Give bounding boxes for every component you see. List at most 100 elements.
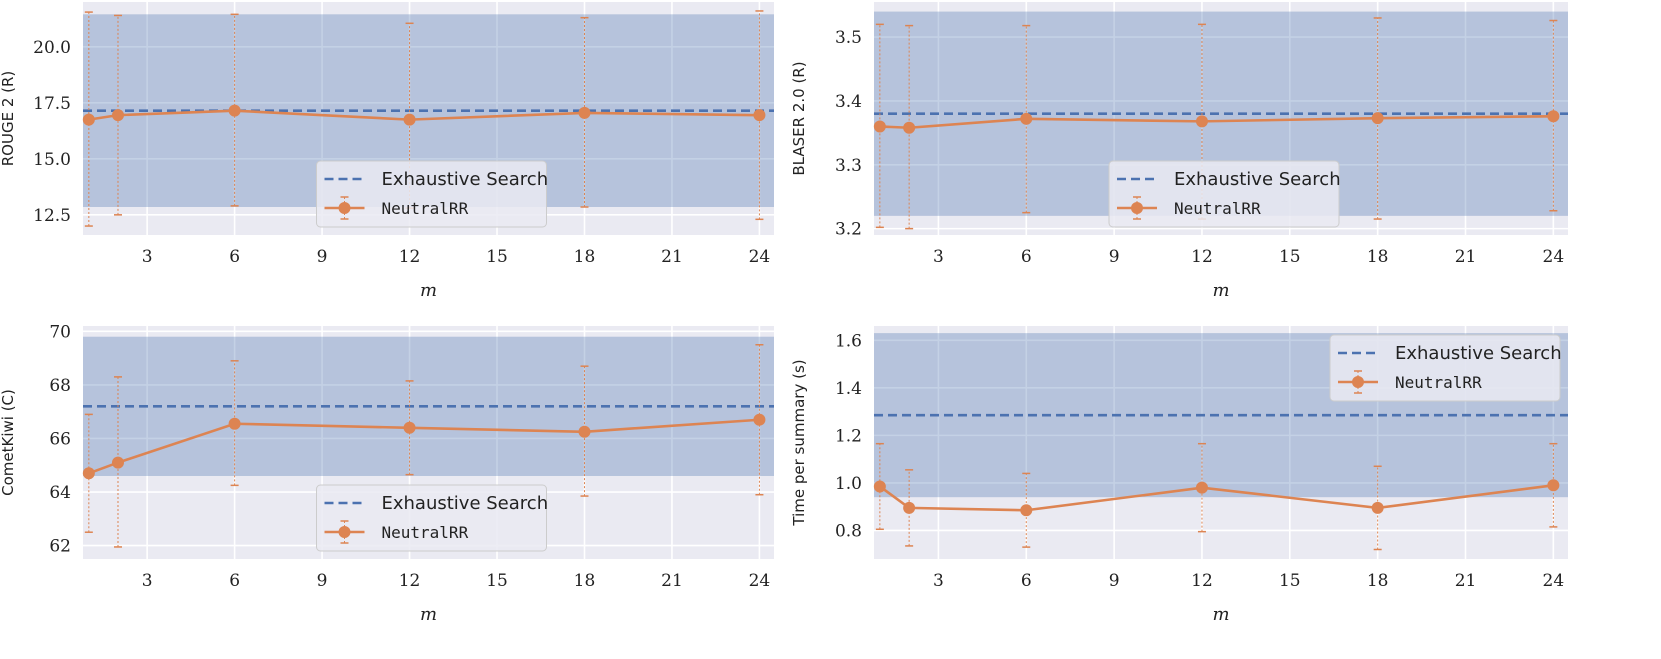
y-tick-label: 3.2 bbox=[835, 220, 862, 240]
neutralrr-point bbox=[873, 480, 886, 493]
panel-top-right: 3 6 9 12 15 18 21 24 3.2 3.3 3.4 3.5 m BLASER 2.0 (R)… bbox=[790, 2, 1568, 301]
legend-neutralrr-marker bbox=[1131, 202, 1143, 214]
x-tick-label: 6 bbox=[229, 571, 240, 591]
y-tick-label: 68 bbox=[49, 376, 71, 396]
panel-bottom-left: 3 6 9 12 15 18 21 24 62 64 66 68 70 m CometKiwi (C) Exh… bbox=[0, 322, 774, 625]
y-tick-label: 3.3 bbox=[835, 156, 862, 176]
x-tick-label: 18 bbox=[574, 247, 596, 267]
x-tick-label: 21 bbox=[1455, 571, 1477, 591]
x-tick-label: 21 bbox=[661, 571, 683, 591]
neutralrr-point bbox=[228, 104, 241, 117]
x-tick-label: 15 bbox=[1279, 247, 1301, 267]
x-tick-label: 9 bbox=[317, 247, 328, 267]
y-tick-label: 1.6 bbox=[835, 331, 862, 351]
legend-neutralrr-marker bbox=[338, 202, 351, 214]
y-axis-label: Time per summary (s) bbox=[790, 359, 808, 526]
x-axis-label: m bbox=[420, 604, 437, 625]
x-axis-label: m bbox=[1212, 280, 1229, 301]
y-tick-label: 3.4 bbox=[835, 92, 862, 112]
neutralrr-point bbox=[82, 467, 95, 480]
neutralrr-point bbox=[903, 121, 916, 134]
y-tick-label: 62 bbox=[49, 537, 71, 557]
neutralrr-point bbox=[1547, 110, 1560, 123]
x-axis-label: m bbox=[420, 280, 437, 301]
x-tick-label: 24 bbox=[1543, 247, 1565, 267]
x-tick-label: 24 bbox=[749, 571, 771, 591]
y-tick-label: 1.2 bbox=[835, 426, 862, 446]
x-tick-label: 15 bbox=[486, 571, 508, 591]
neutralrr-point bbox=[578, 106, 591, 119]
legend: Exhaustive Search NeutralRR bbox=[316, 160, 549, 228]
y-axis-label: CometKiwi (C) bbox=[0, 389, 17, 496]
neutralrr-point bbox=[1195, 481, 1208, 494]
legend-neutralrr-label: NeutralRR bbox=[1395, 373, 1482, 392]
neutralrr-point bbox=[111, 456, 124, 469]
neutralrr-point bbox=[578, 425, 591, 438]
x-tick-label: 15 bbox=[486, 247, 508, 267]
neutralrr-point bbox=[753, 413, 766, 426]
neutralrr-point bbox=[1547, 479, 1560, 492]
x-tick-label: 9 bbox=[317, 571, 328, 591]
legend-neutralrr-label: NeutralRR bbox=[382, 523, 469, 542]
legend-neutralrr-marker bbox=[1352, 376, 1364, 388]
legend-neutralrr-label: NeutralRR bbox=[382, 199, 469, 218]
x-axis-label: m bbox=[1212, 604, 1229, 625]
panel-top-left: 3 6 9 12 15 18 21 24 12.5 15.0 17.5 20.0 m ROUGE 2 (R… bbox=[0, 2, 774, 301]
x-tick-label: 9 bbox=[1109, 571, 1120, 591]
neutralrr-point bbox=[1020, 112, 1033, 125]
x-tick-label: 3 bbox=[933, 247, 944, 267]
x-tick-label: 24 bbox=[749, 247, 771, 267]
legend-exhaustive-label: Exhaustive Search bbox=[382, 169, 549, 190]
neutralrr-point bbox=[228, 417, 241, 430]
y-tick-label: 70 bbox=[49, 322, 71, 342]
y-tick-label: 17.5 bbox=[33, 94, 71, 114]
x-tick-label: 6 bbox=[1021, 571, 1032, 591]
neutralrr-line bbox=[879, 484, 1554, 512]
neutralrr-point bbox=[1371, 112, 1384, 125]
legend-box bbox=[316, 160, 547, 228]
legend: Exhaustive Search NeutralRR bbox=[316, 484, 549, 552]
x-tick-label: 24 bbox=[1543, 571, 1565, 591]
neutralrr-point bbox=[753, 109, 766, 122]
panel-bottom-right: 3 6 9 12 15 18 21 24 0.8 1.0 1.2 1.4 1.6 m Time per su… bbox=[790, 326, 1568, 625]
x-tick-label: 12 bbox=[1191, 571, 1213, 591]
y-tick-label: 64 bbox=[49, 483, 71, 503]
legend-exhaustive-label: Exhaustive Search bbox=[1395, 343, 1562, 364]
y-tick-label: 12.5 bbox=[33, 206, 71, 226]
x-tick-label: 15 bbox=[1279, 571, 1301, 591]
x-tick-label: 6 bbox=[1021, 247, 1032, 267]
x-tick-label: 6 bbox=[229, 247, 240, 267]
x-tick-label: 21 bbox=[661, 247, 683, 267]
legend-box bbox=[316, 484, 547, 552]
legend-box bbox=[1108, 160, 1340, 228]
x-tick-label: 12 bbox=[399, 247, 421, 267]
legend-box bbox=[1329, 334, 1561, 402]
x-tick-label: 9 bbox=[1109, 247, 1120, 267]
neutralrr-point bbox=[403, 113, 416, 126]
y-tick-label: 0.8 bbox=[835, 521, 862, 541]
x-tick-label: 3 bbox=[933, 571, 944, 591]
x-tick-label: 3 bbox=[142, 247, 153, 267]
neutralrr-point bbox=[1195, 115, 1208, 128]
y-tick-label: 1.4 bbox=[835, 379, 862, 399]
y-tick-label: 20.0 bbox=[33, 38, 71, 58]
neutralrr-point bbox=[403, 421, 416, 434]
legend: Exhaustive Search NeutralRR bbox=[1108, 160, 1341, 228]
x-tick-label: 12 bbox=[1191, 247, 1213, 267]
y-tick-label: 1.0 bbox=[835, 474, 862, 494]
y-tick-label: 3.5 bbox=[835, 28, 862, 48]
legend-exhaustive-label: Exhaustive Search bbox=[382, 493, 549, 514]
neutralrr-point bbox=[111, 109, 124, 122]
legend-exhaustive-label: Exhaustive Search bbox=[1174, 169, 1341, 190]
neutralrr-point bbox=[82, 113, 95, 126]
y-axis-label: BLASER 2.0 (R) bbox=[790, 61, 808, 175]
x-tick-label: 21 bbox=[1455, 247, 1477, 267]
legend-neutralrr-label: NeutralRR bbox=[1174, 199, 1261, 218]
y-axis-label: ROUGE 2 (R) bbox=[0, 71, 17, 167]
x-tick-label: 12 bbox=[399, 571, 421, 591]
x-tick-label: 18 bbox=[1367, 571, 1389, 591]
legend: Exhaustive Search NeutralRR bbox=[1329, 334, 1562, 402]
y-tick-label: 15.0 bbox=[33, 150, 71, 170]
x-tick-label: 18 bbox=[1367, 247, 1389, 267]
